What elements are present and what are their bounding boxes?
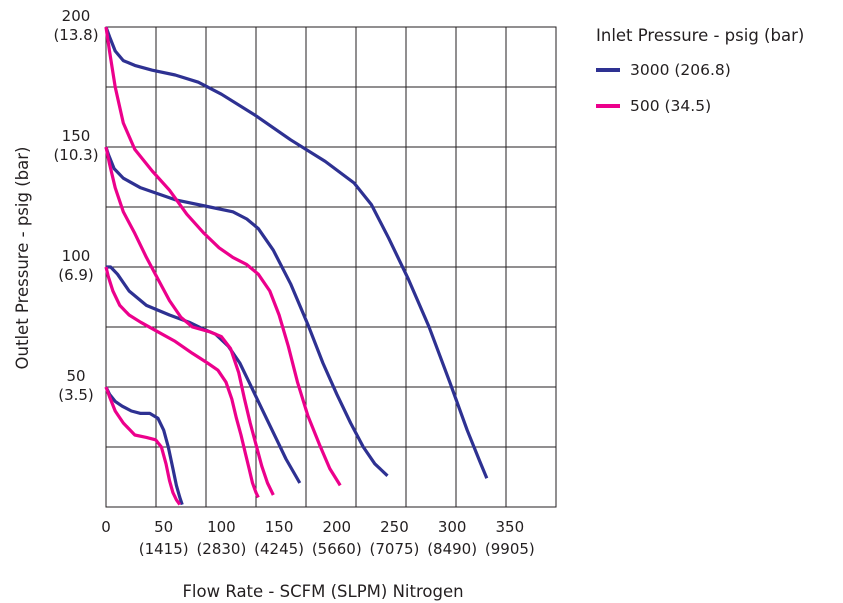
- legend-swatch-3000: [596, 68, 620, 72]
- y-tick-sublabel: (13.8): [53, 26, 98, 44]
- legend-title: Inlet Pressure - psig (bar): [596, 26, 805, 45]
- x-tick-sublabel: (8490): [427, 540, 477, 558]
- y-axis-title: Outlet Pressure - psig (bar): [13, 147, 32, 370]
- x-tick-label: 250: [380, 518, 409, 536]
- x-tick-label: 200: [322, 518, 351, 536]
- legend-item-500: 500 (34.5): [596, 97, 804, 115]
- y-tick-label: 100: [62, 247, 91, 265]
- legend-item-3000: 3000 (206.8): [596, 61, 804, 79]
- grid: [105, 26, 557, 508]
- x-tick-sublabel: (1415): [139, 540, 189, 558]
- y-tick-sublabel: (3.5): [58, 386, 94, 404]
- curves: [104, 26, 489, 506]
- series-3000-curve-200: [104, 26, 489, 479]
- x-tick-label: 50: [154, 518, 173, 536]
- series-3000-curve-150: [104, 146, 389, 477]
- y-axis-ticks: 50(3.5) 100(6.9) 150(10.3) 200(13.8): [53, 7, 98, 404]
- series-3000-curve-100: [106, 265, 302, 484]
- x-tick-sublabel: (2830): [196, 540, 246, 558]
- legend: Inlet Pressure - psig (bar) 3000 (206.8)…: [596, 26, 804, 133]
- legend-label-500: 500 (34.5): [630, 97, 712, 115]
- x-tick-sublabel: (5660): [312, 540, 362, 558]
- y-tick-sublabel: (6.9): [58, 266, 94, 284]
- legend-swatch-500: [596, 104, 620, 108]
- x-tick-label: 350: [496, 518, 525, 536]
- legend-label-3000: 3000 (206.8): [630, 61, 731, 79]
- series-500-curve-50: [104, 386, 182, 506]
- x-tick-label: 100: [207, 518, 236, 536]
- series-500-curve-150: [104, 146, 275, 496]
- y-tick-label: 200: [62, 7, 91, 25]
- y-tick-sublabel: (10.3): [53, 146, 98, 164]
- y-tick-label: 150: [62, 127, 91, 145]
- series-500-curve-100: [104, 266, 260, 499]
- series-3000-curve-50: [104, 386, 184, 506]
- x-tick-label: 150: [265, 518, 294, 536]
- x-tick-label: 0: [101, 518, 111, 536]
- x-axis-title: Flow Rate - SCFM (SLPM) Nitrogen: [182, 582, 463, 601]
- x-tick-sublabel: (7075): [370, 540, 420, 558]
- y-tick-label: 50: [66, 367, 85, 385]
- x-tick-label: 300: [438, 518, 467, 536]
- x-tick-sublabel: (9905): [485, 540, 535, 558]
- x-axis-ticks: 0 50 (1415) 100 (2830) 150 (4245) 200 (5660) 250 (…: [101, 518, 535, 558]
- series-500-curve-200: [104, 26, 342, 487]
- x-tick-sublabel: (4245): [254, 540, 304, 558]
